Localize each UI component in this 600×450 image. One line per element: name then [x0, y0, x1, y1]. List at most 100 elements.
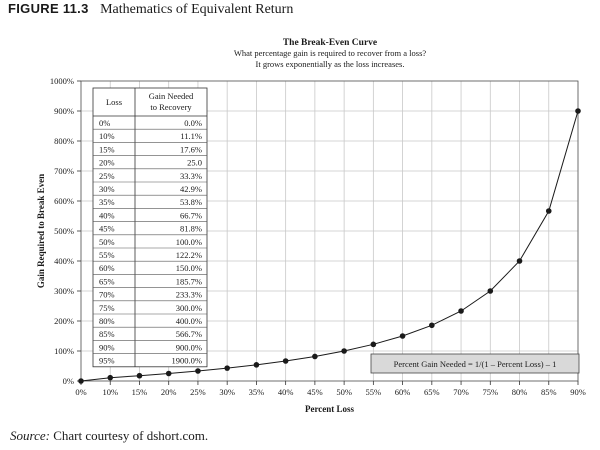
- table-header-gain-line: to Recovery: [150, 102, 192, 112]
- table-cell-gain: 33.3%: [180, 171, 202, 181]
- data-point: [429, 322, 435, 329]
- table-cell-gain: 17.6%: [180, 144, 202, 154]
- source-prefix: Source:: [10, 428, 50, 443]
- table-cell-loss: 80%: [99, 316, 115, 326]
- data-point: [312, 353, 318, 360]
- x-tick-label: 50%: [336, 387, 352, 397]
- x-tick-label: 75%: [482, 387, 498, 397]
- data-point: [107, 374, 114, 381]
- x-tick-label: 90%: [570, 387, 586, 397]
- table-cell-gain: 1900.0%: [172, 356, 202, 366]
- table-cell-loss: 40%: [99, 210, 115, 220]
- data-point: [136, 372, 143, 379]
- table-cell-gain: 233.3%: [176, 290, 202, 300]
- table-cell-gain: 185.7%: [176, 276, 202, 286]
- data-point: [78, 378, 84, 384]
- y-tick-label: 300%: [54, 286, 74, 296]
- data-point: [458, 308, 464, 314]
- data-point: [370, 341, 377, 348]
- table-cell-gain: 25.0: [187, 158, 202, 168]
- table-cell-loss: 85%: [99, 329, 115, 339]
- y-tick-label: 500%: [54, 226, 74, 236]
- table-cell-gain: 100.0%: [176, 237, 202, 247]
- table-cell-gain: 81.8%: [180, 224, 202, 234]
- chart-title: The Break-Even Curve: [283, 38, 377, 48]
- y-tick-label: 100%: [54, 346, 74, 356]
- table-cell-loss: 15%: [99, 144, 115, 154]
- x-tick-label: 45%: [307, 387, 323, 397]
- formula-box: Percent Gain Needed = 1/(1 – Percent Los…: [370, 353, 580, 374]
- table-cell-loss: 45%: [99, 224, 115, 234]
- table-cell-loss: 25%: [99, 171, 115, 181]
- y-tick-label: 400%: [54, 256, 74, 266]
- x-tick-label: 20%: [161, 387, 177, 397]
- y-tick-label: 200%: [54, 316, 74, 326]
- table-cell-loss: 0%: [99, 118, 110, 128]
- table-cell-loss: 50%: [99, 237, 115, 247]
- table-cell-gain: 150.0%: [176, 263, 202, 273]
- table-cell-gain: 0.0%: [184, 118, 202, 128]
- source-text: Chart courtesy of dshort.com.: [53, 428, 209, 443]
- data-point: [487, 288, 494, 294]
- table-cell-gain: 42.9%: [180, 184, 202, 194]
- table-cell-loss: 35%: [99, 197, 115, 207]
- x-tick-label: 40%: [278, 387, 294, 397]
- x-tick-label: 70%: [453, 387, 469, 397]
- y-tick-label: 0%: [63, 376, 74, 386]
- table-cell-loss: 75%: [99, 303, 115, 313]
- data-point: [195, 368, 201, 374]
- chart-subtitle-line: It grows exponentially as the loss incre…: [256, 59, 405, 69]
- table-cell-gain: 53.8%: [180, 197, 202, 207]
- data-point: [253, 362, 260, 368]
- figure-title: Mathematics of Equivalent Return: [100, 2, 294, 17]
- data-point: [165, 370, 172, 377]
- y-tick-label: 1000%: [50, 76, 74, 86]
- source-note: Source: Chart courtesy of dshort.com.: [10, 428, 208, 444]
- y-tick-label: 800%: [54, 136, 74, 146]
- table-cell-loss: 10%: [99, 131, 115, 141]
- x-tick-label: 0%: [75, 387, 86, 397]
- table-cell-loss: 90%: [99, 342, 115, 352]
- formula-text: Percent Gain Needed = 1/(1 – Percent Los…: [394, 359, 557, 369]
- figure-label: FIGURE 11.3: [8, 1, 89, 16]
- y-axis-title: Gain Required to Break Even: [36, 174, 46, 288]
- x-tick-label: 30%: [219, 387, 235, 397]
- data-point: [516, 258, 523, 264]
- table-cell-loss: 30%: [99, 184, 115, 194]
- table-cell-loss: 70%: [99, 290, 115, 300]
- x-tick-label: 55%: [366, 387, 382, 397]
- x-tick-label: 25%: [190, 387, 206, 397]
- table-cell-loss: 65%: [99, 276, 115, 286]
- table-cell-gain: 11.1%: [180, 131, 202, 141]
- x-tick-label: 60%: [395, 387, 411, 397]
- table-header-loss: Loss: [106, 97, 122, 107]
- table-cell-gain: 66.7%: [180, 210, 202, 220]
- table-cell-loss: 55%: [99, 250, 115, 260]
- data-point: [282, 358, 289, 364]
- x-tick-label: 10%: [102, 387, 118, 397]
- y-tick-label: 600%: [54, 196, 74, 206]
- table-cell-gain: 400.0%: [176, 316, 202, 326]
- table-cell-gain: 300.0%: [176, 303, 202, 313]
- y-tick-label: 900%: [54, 106, 74, 116]
- series-line: [80, 110, 579, 382]
- data-point: [575, 108, 581, 114]
- data-point: [399, 333, 406, 339]
- data-point: [341, 348, 347, 354]
- figure-header: FIGURE 11.3 Mathematics of Equivalent Re…: [8, 1, 293, 18]
- data-point: [545, 208, 552, 214]
- table-cell-loss: 60%: [99, 263, 115, 273]
- x-axis-title: Percent Loss: [305, 404, 355, 414]
- table-cell-gain: 122.2%: [176, 250, 202, 260]
- table-frame: [92, 87, 208, 368]
- x-tick-label: 65%: [424, 387, 440, 397]
- x-tick-label: 35%: [249, 387, 265, 397]
- table-header-gain-line: Gain Needed: [149, 91, 194, 101]
- data-point: [224, 365, 230, 371]
- y-tick-label: 700%: [54, 166, 74, 176]
- x-tick-label: 80%: [512, 387, 528, 397]
- table-cell-gain: 900.0%: [176, 342, 202, 352]
- formula-box-frame: [370, 353, 580, 374]
